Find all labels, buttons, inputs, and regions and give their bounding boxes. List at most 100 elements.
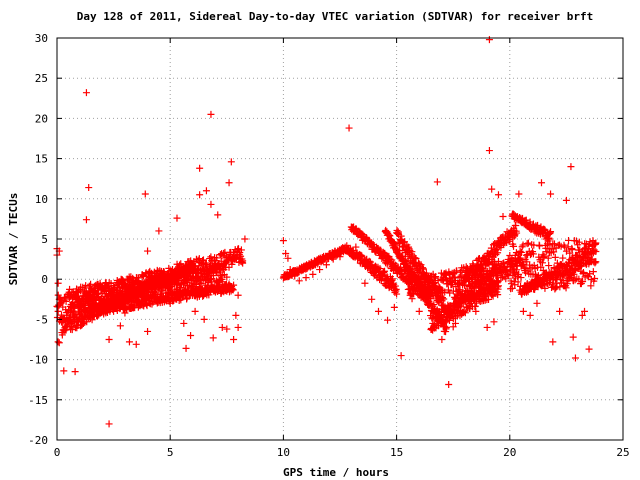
data-point	[234, 291, 242, 299]
data-point	[461, 281, 469, 289]
data-point	[54, 307, 62, 315]
data-point	[179, 268, 187, 276]
x-tick-label: 0	[54, 446, 61, 459]
data-point	[559, 254, 567, 262]
data-point	[329, 255, 337, 263]
data-point	[406, 291, 414, 299]
data-point	[309, 270, 317, 278]
data-point	[587, 282, 595, 290]
data-point	[433, 178, 441, 186]
data-point	[232, 311, 240, 319]
data-point	[388, 275, 396, 283]
data-point	[384, 316, 392, 324]
data-point	[295, 277, 303, 285]
y-axis-title: SDTVAR / TECUs	[7, 193, 20, 286]
data-point	[446, 289, 454, 297]
data-point	[87, 280, 95, 288]
data-point	[202, 187, 210, 195]
data-point	[441, 288, 449, 296]
y-tick-label: -5	[35, 313, 48, 326]
data-point	[54, 338, 62, 346]
chart-title: Day 128 of 2011, Sidereal Day-to-day VTE…	[77, 10, 594, 23]
data-point	[571, 354, 579, 362]
data-point	[517, 248, 525, 256]
data-point	[85, 184, 93, 192]
data-point	[564, 243, 572, 251]
data-point	[424, 276, 432, 284]
data-point	[408, 248, 416, 256]
data-point	[214, 211, 222, 219]
data-point	[361, 279, 369, 287]
data-point	[189, 273, 197, 281]
data-point	[494, 191, 502, 199]
data-point	[111, 285, 119, 293]
data-point	[440, 270, 448, 278]
data-point	[517, 274, 525, 282]
data-point	[412, 255, 420, 263]
data-outlier-points	[53, 36, 600, 428]
data-point	[173, 214, 181, 222]
data-point	[586, 270, 594, 278]
data-point	[134, 274, 142, 282]
data-point	[524, 239, 532, 247]
data-point	[391, 288, 399, 296]
data-point	[155, 227, 163, 235]
data-point	[141, 190, 149, 198]
data-point	[500, 259, 508, 267]
data-point	[213, 254, 221, 262]
data-point	[144, 247, 152, 255]
data-point	[415, 307, 423, 315]
x-tick-label: 25	[616, 446, 629, 459]
data-point	[121, 309, 129, 317]
data-point	[539, 281, 547, 289]
data-point	[561, 272, 569, 280]
data-point	[592, 239, 600, 247]
data-point	[499, 212, 507, 220]
x-tick-label: 5	[167, 446, 174, 459]
data-point	[110, 307, 118, 315]
data-point	[196, 164, 204, 172]
data-point	[562, 284, 570, 292]
data-point	[368, 239, 376, 247]
data-point	[444, 286, 452, 294]
data-point	[395, 247, 403, 255]
data-point	[82, 89, 90, 97]
data-point	[479, 265, 487, 273]
data-point	[187, 331, 195, 339]
data-point	[440, 295, 448, 303]
data-point	[397, 352, 405, 360]
data-point	[158, 270, 166, 278]
data-point	[553, 275, 561, 283]
data-point	[374, 307, 382, 315]
data-band-points	[53, 210, 600, 339]
data-point	[72, 310, 80, 318]
data-point	[180, 319, 188, 327]
data-point	[185, 268, 193, 276]
data-point	[490, 318, 498, 326]
data-point	[591, 275, 599, 283]
data-point	[207, 110, 215, 118]
data-point	[291, 272, 299, 280]
data-point	[570, 267, 578, 275]
data-point	[407, 275, 415, 283]
data-point	[550, 248, 558, 256]
data-point	[510, 215, 518, 223]
data-point	[472, 307, 480, 315]
data-point	[178, 269, 186, 277]
y-tick-label: -15	[28, 394, 48, 407]
data-point	[403, 260, 411, 268]
data-point	[368, 295, 376, 303]
data-point	[132, 340, 140, 348]
data-point	[429, 319, 437, 327]
data-point	[577, 262, 585, 270]
data-point	[83, 318, 91, 326]
data-point	[393, 290, 401, 298]
data-point	[566, 249, 574, 257]
data-point	[536, 274, 544, 282]
data-point	[567, 268, 575, 276]
data-point	[514, 278, 522, 286]
data-point	[423, 275, 431, 283]
data-point	[227, 158, 235, 166]
data-point	[461, 291, 469, 299]
